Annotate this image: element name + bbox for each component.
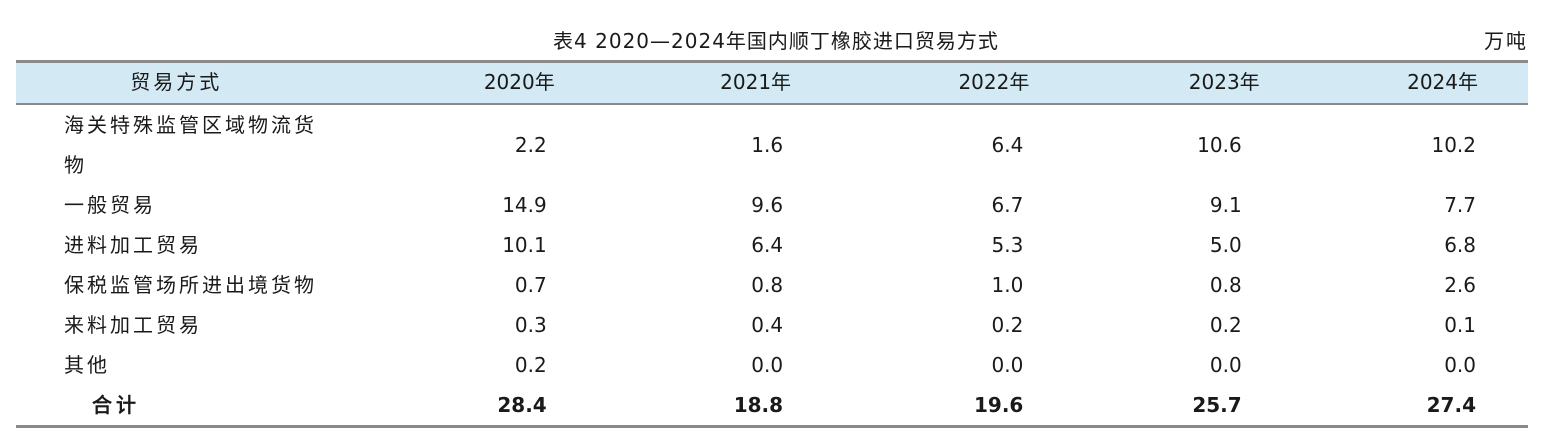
table-row: 来料加工贸易 0.3 0.4 0.2 0.2 0.1 <box>16 305 1528 345</box>
cell-value: 6.4 <box>751 232 784 257</box>
table-row: 一般贸易 14.9 9.6 6.7 9.1 7.7 <box>16 185 1528 225</box>
header-row: 贸易方式 2020年 2021年 2022年 2023年 2024年 <box>16 60 1528 105</box>
cell-value: 6.8 <box>1444 232 1476 257</box>
cell-value: 0.3 <box>514 312 547 337</box>
header-2024: 2024年 <box>1289 60 1528 105</box>
cell-value: 0.0 <box>1444 352 1476 377</box>
row-label: 保税监管场所进出境货物 <box>64 272 317 297</box>
cell-value: 14.9 <box>502 192 547 217</box>
cell-value: 1.6 <box>751 132 784 157</box>
cell-value: 0.0 <box>991 352 1024 377</box>
header-2020: 2020年 <box>336 60 575 105</box>
cell-value: 9.6 <box>751 192 784 217</box>
total-value: 18.8 <box>574 384 814 428</box>
cell-value: 5.3 <box>991 232 1024 257</box>
cell-value: 0.4 <box>751 312 784 337</box>
cell-value: 10.1 <box>502 232 547 257</box>
header-2023: 2023年 <box>1051 60 1290 105</box>
trade-mode-table: 贸易方式 2020年 2021年 2022年 2023年 2024年 海关特殊监… <box>16 60 1528 428</box>
cell-value: 9.1 <box>1209 192 1242 217</box>
cell-value: 0.2 <box>514 352 547 377</box>
cell-value: 0.2 <box>991 312 1024 337</box>
total-label: 合计 <box>16 384 337 428</box>
cell-value: 0.0 <box>1209 352 1242 377</box>
table-row: 其他 0.2 0.0 0.0 0.0 0.0 <box>16 345 1528 385</box>
cell-value: 0.1 <box>1444 312 1476 337</box>
row-label: 海关特殊监管区域物流货物 <box>64 112 317 177</box>
cell-value: 0.0 <box>751 352 784 377</box>
table-row: 保税监管场所进出境货物 0.7 0.8 1.0 0.8 2.6 <box>16 265 1528 305</box>
cell-value: 1.0 <box>991 272 1024 297</box>
total-row: 合计 28.4 18.8 19.6 25.7 27.4 <box>16 384 1528 428</box>
unit-label: 万吨 <box>1484 29 1528 53</box>
header-2022: 2022年 <box>813 60 1052 105</box>
row-label: 其他 <box>64 352 110 377</box>
cell-value: 10.6 <box>1197 132 1242 157</box>
cell-value: 6.4 <box>991 132 1024 157</box>
total-value: 28.4 <box>336 384 575 428</box>
cell-value: 10.2 <box>1431 132 1476 157</box>
cell-value: 2.2 <box>514 132 547 157</box>
cell-value: 6.7 <box>991 192 1024 217</box>
table-row: 进料加工贸易 10.1 6.4 5.3 5.0 6.8 <box>16 225 1528 265</box>
cell-value: 5.0 <box>1209 232 1242 257</box>
header-2021: 2021年 <box>574 60 814 105</box>
table-row: 海关特殊监管区域物流货物 2.2 1.6 6.4 10.6 10.2 <box>16 104 1528 185</box>
total-value: 19.6 <box>813 384 1052 428</box>
total-value: 27.4 <box>1289 384 1528 428</box>
header-trade-mode: 贸易方式 <box>16 60 337 105</box>
cell-value: 0.2 <box>1209 312 1242 337</box>
cell-value: 2.6 <box>1444 272 1476 297</box>
row-label: 一般贸易 <box>64 192 156 217</box>
cell-value: 0.8 <box>751 272 784 297</box>
row-label: 来料加工贸易 <box>64 312 202 337</box>
table-caption: 表4 2020—2024年国内顺丁橡胶进口贸易方式 <box>553 29 999 53</box>
cell-value: 0.7 <box>514 272 547 297</box>
total-value: 25.7 <box>1051 384 1290 428</box>
cell-value: 7.7 <box>1444 192 1476 217</box>
cell-value: 0.8 <box>1209 272 1242 297</box>
row-label: 进料加工贸易 <box>64 232 202 257</box>
